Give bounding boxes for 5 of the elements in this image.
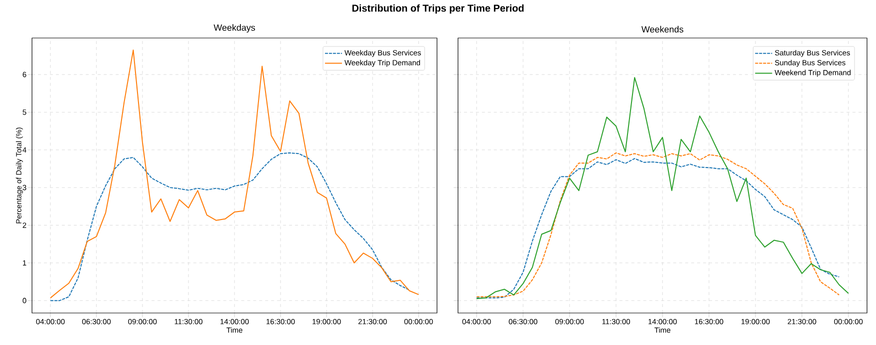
text: Distribution of Trips per Time Period [352,4,524,14]
line-series [50,152,410,302]
chart-title: Weekdays [214,24,256,33]
line-series [50,50,420,298]
chart-title: Weekends [641,26,684,33]
